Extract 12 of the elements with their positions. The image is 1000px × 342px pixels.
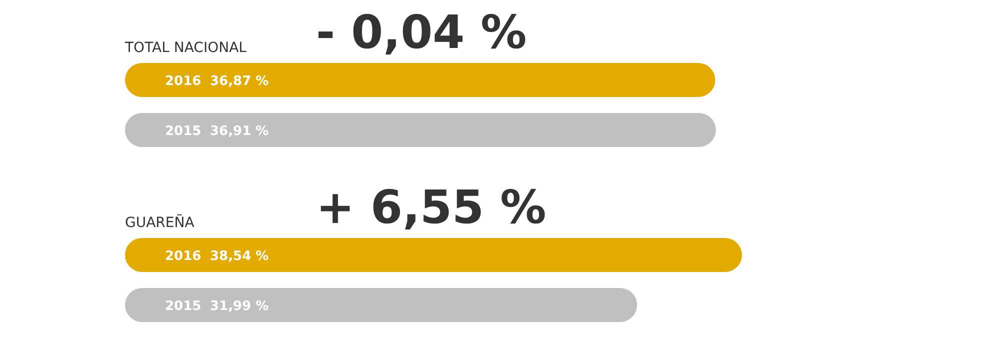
chart-title: GUAREÑA [125, 214, 195, 231]
data-label: 36,91 % [210, 124, 269, 139]
annotation: - 0,04 % [316, 5, 527, 59]
y-tick-label: 2015 [165, 124, 202, 139]
chart-title: TOTAL NACIONAL [124, 40, 247, 56]
data-label: 38,54 % [210, 249, 269, 264]
y-tick-label: 2016 [165, 249, 202, 264]
data-label: 31,99 % [210, 299, 269, 314]
y-tick-label: 2016 [165, 74, 202, 89]
data-label: 36,87 % [210, 74, 269, 89]
annotation: + 6,55 % [316, 180, 546, 234]
y-tick-label: 2015 [165, 299, 202, 314]
